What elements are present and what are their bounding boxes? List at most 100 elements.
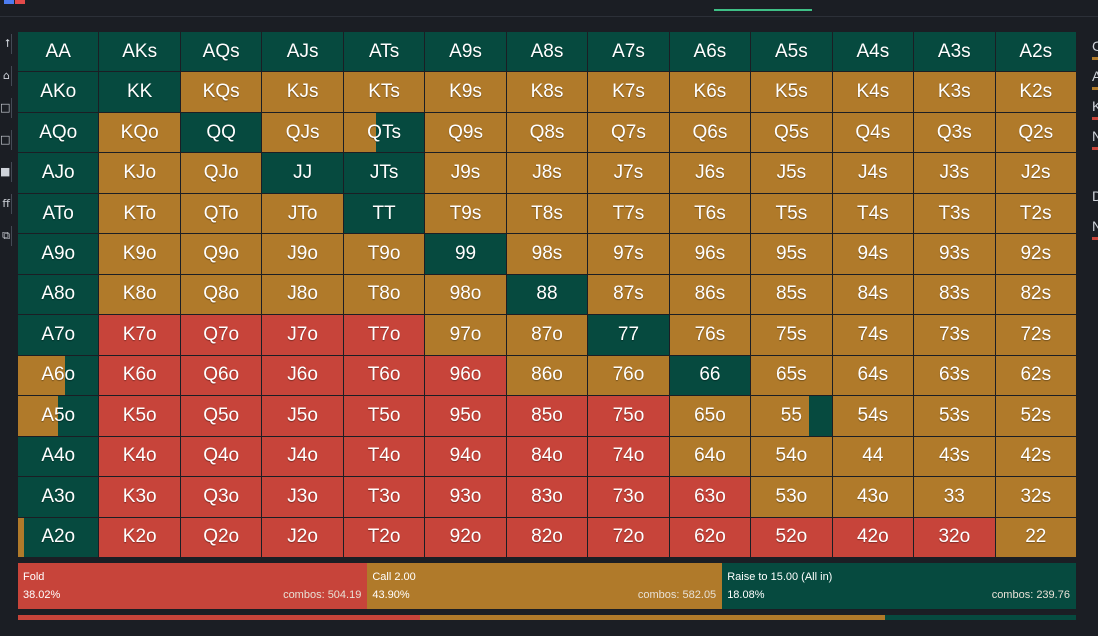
- right-panel-item[interactable]: K: [1090, 96, 1098, 126]
- hand-cell[interactable]: 75o: [588, 396, 669, 436]
- hand-cell[interactable]: 73o: [588, 477, 669, 517]
- hand-cell[interactable]: T6o: [343, 355, 425, 396]
- hand-cell[interactable]: T9o: [343, 234, 425, 274]
- hand-cell[interactable]: 98o: [425, 274, 506, 315]
- hand-cell[interactable]: 65o: [669, 396, 751, 436]
- hand-cell[interactable]: T3s: [914, 193, 995, 234]
- hand-cell[interactable]: 54s: [832, 396, 914, 436]
- call-summary[interactable]: Call 2.00 43.90% combos: 582.05: [367, 563, 723, 609]
- hand-cell[interactable]: 95o: [425, 396, 506, 436]
- hand-cell[interactable]: A2s: [995, 32, 1076, 72]
- right-panel-item[interactable]: N: [1090, 126, 1098, 156]
- hand-cell[interactable]: ATo: [18, 193, 99, 234]
- hand-cell[interactable]: 72s: [995, 315, 1076, 355]
- hand-cell[interactable]: A8s: [506, 32, 588, 72]
- hand-cell[interactable]: Q9s: [425, 112, 506, 153]
- hand-cell[interactable]: 53o: [751, 477, 832, 517]
- fold-summary[interactable]: Fold 38.02% combos: 504.19: [18, 563, 368, 609]
- hand-cell[interactable]: 87s: [588, 274, 669, 315]
- tool-copy-icon[interactable]: ⧉: [0, 226, 12, 246]
- hand-cell[interactable]: J3o: [262, 477, 343, 517]
- hand-cell[interactable]: T2s: [995, 193, 1076, 234]
- right-panel-item[interactable]: N: [1090, 216, 1098, 246]
- hand-cell[interactable]: K2o: [99, 517, 180, 557]
- tool-lock-icon[interactable]: ⌂: [0, 66, 12, 86]
- hand-cell[interactable]: A2o: [18, 517, 99, 557]
- hand-cell[interactable]: J9o: [262, 234, 343, 274]
- hand-cell[interactable]: ATs: [343, 32, 425, 72]
- hand-cell[interactable]: 43o: [832, 477, 914, 517]
- hand-cell[interactable]: J5s: [751, 153, 832, 193]
- hand-cell[interactable]: J2s: [995, 153, 1076, 193]
- hand-cell[interactable]: 63s: [914, 355, 995, 396]
- hand-cell[interactable]: 82o: [506, 517, 588, 557]
- hand-cell[interactable]: 64o: [669, 436, 751, 477]
- hand-cell[interactable]: T7s: [588, 193, 669, 234]
- hand-cell[interactable]: T2o: [343, 517, 425, 557]
- hand-cell[interactable]: K3o: [99, 477, 180, 517]
- hand-cell[interactable]: K9s: [425, 72, 506, 112]
- hand-cell[interactable]: 84s: [832, 274, 914, 315]
- hand-cell[interactable]: 62o: [669, 517, 751, 557]
- hand-cell[interactable]: K9o: [99, 234, 180, 274]
- hand-cell[interactable]: AQo: [18, 112, 99, 153]
- hand-cell[interactable]: QTo: [180, 193, 262, 234]
- hand-cell[interactable]: Q3s: [914, 112, 995, 153]
- hand-cell[interactable]: AKs: [99, 32, 180, 72]
- hand-cell[interactable]: K2s: [995, 72, 1076, 112]
- hand-cell[interactable]: J9s: [425, 153, 506, 193]
- hand-cell[interactable]: J3s: [914, 153, 995, 193]
- hand-cell[interactable]: KJs: [262, 72, 343, 112]
- hand-cell[interactable]: QJo: [180, 153, 262, 193]
- hand-cell[interactable]: Q7o: [180, 315, 262, 355]
- hand-cell[interactable]: K4s: [832, 72, 914, 112]
- hand-cell[interactable]: K8s: [506, 72, 588, 112]
- hand-cell[interactable]: K8o: [99, 274, 180, 315]
- hand-cell[interactable]: Q2o: [180, 517, 262, 557]
- hand-cell[interactable]: 85s: [751, 274, 832, 315]
- hand-cell[interactable]: 86s: [669, 274, 751, 315]
- hand-cell[interactable]: 76o: [588, 355, 669, 396]
- tool-link-icon[interactable]: ⭡: [0, 34, 12, 54]
- hand-cell[interactable]: A6o: [18, 355, 99, 396]
- hand-cell[interactable]: 54o: [751, 436, 832, 477]
- hand-cell[interactable]: QQ: [180, 112, 262, 153]
- hand-cell[interactable]: 52s: [995, 396, 1076, 436]
- hand-cell[interactable]: 52o: [751, 517, 832, 557]
- hand-cell[interactable]: Q2s: [995, 112, 1076, 153]
- hand-cell[interactable]: T8o: [343, 274, 425, 315]
- hand-cell[interactable]: AJs: [262, 32, 343, 72]
- hand-cell[interactable]: 97s: [588, 234, 669, 274]
- hand-cell[interactable]: T5s: [751, 193, 832, 234]
- hand-cell[interactable]: 94s: [832, 234, 914, 274]
- hand-cell[interactable]: KQo: [99, 112, 180, 153]
- hand-cell[interactable]: 88: [506, 274, 588, 315]
- hand-cell[interactable]: A9s: [425, 32, 506, 72]
- hand-cell[interactable]: T8s: [506, 193, 588, 234]
- hand-cell[interactable]: A3o: [18, 477, 99, 517]
- right-panel-item[interactable]: C: [1090, 36, 1098, 66]
- hand-cell[interactable]: TT: [343, 193, 425, 234]
- hand-cell[interactable]: 32s: [995, 477, 1076, 517]
- tool-grid-icon[interactable]: □: [0, 98, 12, 118]
- hand-cell[interactable]: J4o: [262, 436, 343, 477]
- hand-cell[interactable]: A9o: [18, 234, 99, 274]
- hand-cell[interactable]: AKo: [18, 72, 99, 112]
- hand-cell[interactable]: Q5s: [751, 112, 832, 153]
- hand-cell[interactable]: 99: [425, 234, 506, 274]
- hand-cell[interactable]: 95s: [751, 234, 832, 274]
- hand-cell[interactable]: K5s: [751, 72, 832, 112]
- hand-cell[interactable]: Q8o: [180, 274, 262, 315]
- hand-cell[interactable]: 83o: [506, 477, 588, 517]
- hand-cell[interactable]: J7s: [588, 153, 669, 193]
- hand-cell[interactable]: 66: [669, 355, 751, 396]
- hand-cell[interactable]: 55: [751, 396, 832, 436]
- hand-cell[interactable]: JTo: [262, 193, 343, 234]
- hand-cell[interactable]: 22: [995, 517, 1076, 557]
- hand-cell[interactable]: T4o: [343, 436, 425, 477]
- hand-cell[interactable]: 43s: [914, 436, 995, 477]
- hand-cell[interactable]: 74s: [832, 315, 914, 355]
- hand-cell[interactable]: J5o: [262, 396, 343, 436]
- hand-cell[interactable]: AQs: [180, 32, 262, 72]
- hand-cell[interactable]: JJ: [262, 153, 343, 193]
